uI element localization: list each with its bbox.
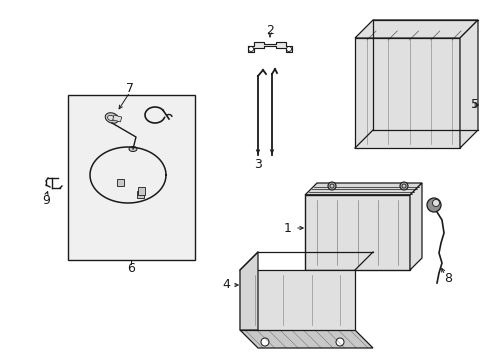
Bar: [112, 115, 122, 122]
Circle shape: [329, 184, 333, 188]
Circle shape: [431, 199, 439, 207]
Circle shape: [286, 46, 291, 51]
Circle shape: [401, 184, 405, 188]
Bar: [354, 38, 459, 148]
Text: 3: 3: [254, 158, 262, 171]
Text: 7: 7: [126, 81, 134, 94]
Polygon shape: [240, 252, 258, 330]
Polygon shape: [240, 330, 372, 348]
Circle shape: [399, 182, 407, 190]
Text: 8: 8: [443, 271, 451, 284]
Circle shape: [261, 338, 268, 346]
Polygon shape: [305, 183, 421, 195]
Polygon shape: [247, 42, 291, 52]
Text: 4: 4: [222, 279, 229, 292]
Text: 1: 1: [284, 221, 291, 234]
Ellipse shape: [107, 115, 114, 121]
Text: 2: 2: [265, 23, 273, 36]
Circle shape: [335, 338, 343, 346]
Circle shape: [327, 182, 335, 190]
Bar: [68, 95, 195, 260]
Circle shape: [248, 46, 253, 51]
Text: 6: 6: [127, 261, 135, 274]
Bar: [240, 270, 354, 330]
Polygon shape: [354, 20, 477, 38]
Bar: [138, 187, 145, 195]
Bar: [117, 179, 124, 186]
Ellipse shape: [105, 113, 119, 123]
Text: 5: 5: [470, 99, 478, 112]
Polygon shape: [409, 183, 421, 270]
Text: 9: 9: [42, 194, 50, 207]
Ellipse shape: [129, 147, 137, 152]
Bar: [305, 195, 409, 270]
Bar: [137, 191, 143, 198]
Polygon shape: [459, 20, 477, 148]
Circle shape: [426, 198, 440, 212]
